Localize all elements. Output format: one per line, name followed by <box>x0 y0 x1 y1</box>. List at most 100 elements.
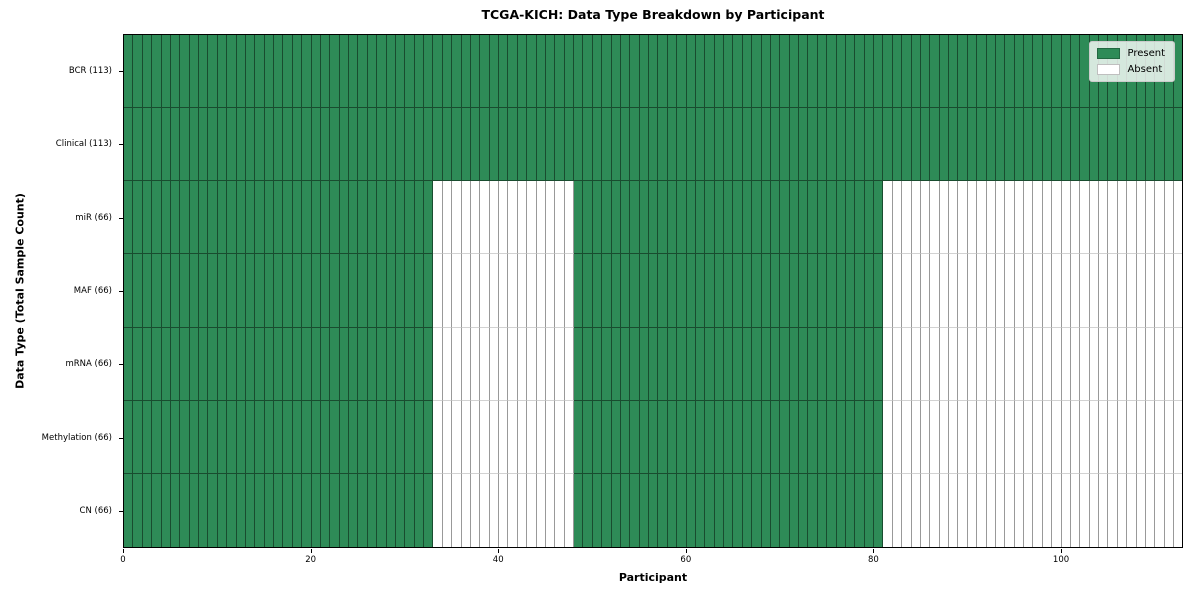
cell-present <box>245 254 256 328</box>
cell-absent <box>1052 254 1062 328</box>
cell-absent <box>892 327 903 401</box>
cell-absent <box>564 327 574 401</box>
cell-present <box>1061 108 1071 182</box>
cell-present <box>874 35 884 109</box>
cell-present <box>742 400 753 474</box>
cell-absent <box>995 181 1006 255</box>
cell-present <box>1005 108 1015 182</box>
cell-present <box>292 327 303 401</box>
y-tick-mark <box>119 70 123 72</box>
cell-present <box>864 108 874 182</box>
cell-present <box>377 327 387 401</box>
cell-present <box>592 400 603 474</box>
cell-absent <box>536 473 546 547</box>
cell-present <box>470 108 481 182</box>
cell-present <box>133 181 143 255</box>
cell-present <box>986 108 996 182</box>
cell-absent <box>442 400 453 474</box>
cell-present <box>367 327 378 401</box>
cell-present <box>245 181 256 255</box>
cell-present <box>1127 108 1137 182</box>
cell-present <box>217 181 228 255</box>
cell-present <box>789 400 799 474</box>
cell-present <box>302 400 312 474</box>
cell-present <box>199 108 209 182</box>
cell-present <box>874 181 884 255</box>
cell-present <box>789 254 799 328</box>
cell-present <box>405 400 415 474</box>
heatmap-row-BCR <box>124 35 1183 109</box>
cell-present <box>733 327 743 401</box>
cell-present <box>695 327 706 401</box>
cell-present <box>620 473 631 547</box>
cell-present <box>189 181 199 255</box>
cell-present <box>367 35 378 109</box>
x-tick-mark <box>685 549 687 553</box>
cell-present <box>714 400 724 474</box>
cell-absent <box>433 254 443 328</box>
cell-present <box>152 327 162 401</box>
cell-present <box>742 327 753 401</box>
cell-present <box>724 327 734 401</box>
cell-present <box>677 181 687 255</box>
cell-present <box>358 35 368 109</box>
cell-present <box>639 108 649 182</box>
cell-present <box>1005 35 1015 109</box>
cell-present <box>320 181 331 255</box>
cell-absent <box>958 400 968 474</box>
cell-absent <box>470 473 481 547</box>
cell-absent <box>480 181 490 255</box>
cell-present <box>217 400 228 474</box>
cell-present <box>836 35 846 109</box>
cell-present <box>170 254 181 328</box>
cell-present <box>170 473 181 547</box>
cell-present <box>874 327 884 401</box>
cell-absent <box>545 473 556 547</box>
cell-present <box>799 400 809 474</box>
cell-absent <box>958 181 968 255</box>
cell-present <box>283 181 293 255</box>
cell-absent <box>1108 181 1118 255</box>
cell-absent <box>527 400 537 474</box>
cell-present <box>405 254 415 328</box>
cell-present <box>386 35 396 109</box>
cell-present <box>855 108 865 182</box>
cell-absent <box>977 181 987 255</box>
cell-present <box>517 108 528 182</box>
cell-absent <box>920 254 931 328</box>
cell-present <box>827 181 837 255</box>
cell-present <box>264 181 274 255</box>
cell-present <box>836 181 846 255</box>
cell-present <box>864 181 874 255</box>
cell-present <box>358 108 368 182</box>
cell-absent <box>517 327 528 401</box>
cell-absent <box>499 254 509 328</box>
cell-present <box>311 35 321 109</box>
cell-present <box>227 108 237 182</box>
cell-present <box>658 473 668 547</box>
cell-present <box>967 35 978 109</box>
cell-absent <box>508 473 518 547</box>
cell-present <box>864 254 874 328</box>
cell-absent <box>1033 400 1043 474</box>
cell-present <box>405 35 415 109</box>
cell-present <box>705 254 715 328</box>
cell-absent <box>883 400 893 474</box>
cell-absent <box>939 327 949 401</box>
cell-present <box>583 473 593 547</box>
cell-absent <box>1164 254 1174 328</box>
cell-present <box>339 35 349 109</box>
cell-present <box>180 327 190 401</box>
cell-present <box>780 181 790 255</box>
cell-present <box>255 473 265 547</box>
cell-present <box>255 400 265 474</box>
cell-present <box>761 254 771 328</box>
cell-absent <box>949 473 959 547</box>
cell-absent <box>986 400 996 474</box>
cell-absent <box>555 181 565 255</box>
cell-absent <box>1164 400 1174 474</box>
cell-absent <box>1061 473 1071 547</box>
cell-absent <box>949 181 959 255</box>
cell-absent <box>545 400 556 474</box>
cell-absent <box>1005 473 1015 547</box>
